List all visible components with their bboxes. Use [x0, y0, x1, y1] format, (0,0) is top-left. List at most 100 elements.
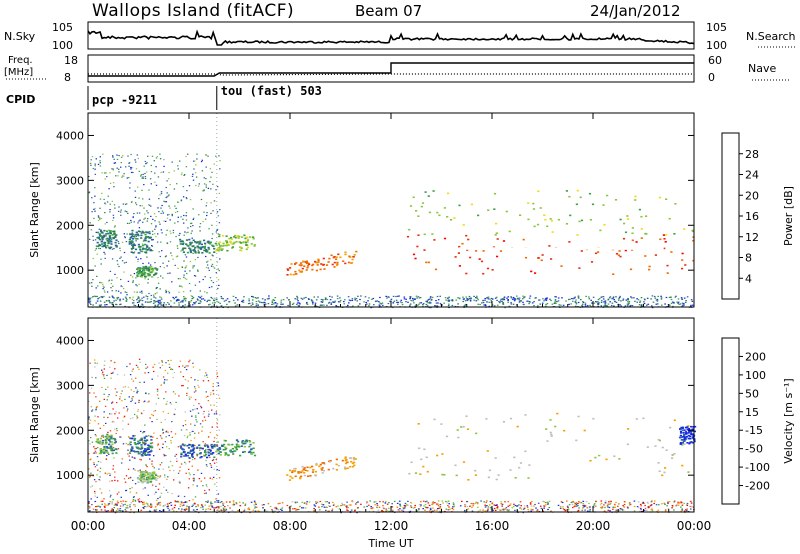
echo-cell [298, 302, 301, 304]
echo-cell [111, 452, 114, 455]
echo-cell [111, 401, 114, 403]
echo-cell [598, 454, 601, 457]
echo-cell [116, 504, 118, 506]
echo-cell [563, 509, 566, 511]
echo-cell [631, 232, 634, 235]
echo-cell [125, 442, 128, 445]
echo-cell [165, 289, 167, 291]
echo-cell [113, 438, 116, 440]
echo-cell [124, 203, 127, 205]
echo-cell [199, 242, 202, 244]
echo-cell [287, 304, 289, 307]
echo-cell [113, 361, 116, 364]
echo-cell [690, 441, 693, 443]
echo-cell [97, 219, 100, 222]
echo-cell [312, 301, 314, 303]
echo-cell [677, 298, 680, 300]
echo-cell [155, 474, 158, 477]
echo-cell [688, 442, 691, 445]
echo-cell [148, 473, 151, 475]
echo-cell [427, 502, 430, 504]
echo-cell [484, 304, 486, 306]
echo-cell [167, 372, 169, 374]
echo-cell [303, 502, 306, 504]
echo-cell [137, 230, 141, 233]
echo-cell [153, 472, 156, 475]
echo-cell [514, 509, 516, 511]
echo-cell [382, 507, 385, 509]
echo-cell [250, 453, 254, 455]
echo-cell [111, 290, 113, 292]
echo-cell [627, 298, 629, 300]
echo-cell [628, 503, 631, 505]
echo-cell [207, 260, 209, 262]
echo-cell [135, 387, 137, 389]
echo-cell [100, 450, 103, 452]
echo-cell [107, 416, 109, 419]
echo-cell [103, 368, 105, 370]
echo-cell [194, 172, 197, 174]
echo-cell [428, 211, 431, 214]
echo-cell [682, 304, 684, 306]
echo-cell [196, 408, 198, 410]
echo-cell [229, 507, 231, 509]
echo-cell [618, 503, 620, 505]
echo-cell [189, 290, 192, 292]
echo-cell [133, 304, 135, 306]
echo-cell [203, 492, 206, 495]
echo-cell [692, 259, 695, 262]
echo-cell [627, 507, 629, 509]
echo-cell [673, 419, 676, 422]
echo-cell [235, 502, 238, 504]
echo-cell [170, 368, 173, 370]
echo-cell [132, 368, 134, 370]
echo-cell [484, 299, 486, 301]
echo-cell [293, 468, 296, 470]
echo-cell [207, 299, 209, 301]
echo-cell [687, 471, 690, 473]
echo-cell [135, 277, 137, 279]
echo-cell [296, 303, 298, 305]
echo-cell [110, 441, 113, 443]
echo-cell [230, 243, 233, 245]
echo-cell [603, 305, 605, 307]
echo-cell [677, 301, 680, 303]
echo-cell [131, 232, 133, 234]
echo-cell [253, 500, 256, 502]
echo-cell [213, 404, 215, 406]
plot-background [88, 113, 694, 307]
echo-cell [131, 487, 133, 489]
echo-cell [231, 247, 234, 249]
echo-cell [89, 298, 91, 300]
echo-cell [104, 509, 106, 511]
echo-cell [681, 426, 684, 429]
echo-cell [436, 509, 438, 511]
echo-cell [501, 503, 504, 505]
echo-cell [235, 503, 238, 505]
echo-cell [457, 297, 459, 299]
echo-cell [192, 265, 194, 267]
echo-cell [560, 304, 562, 306]
echo-cell [104, 291, 106, 293]
echo-cell [577, 295, 580, 297]
echo-cell [597, 251, 600, 253]
echo-cell [547, 508, 549, 511]
echo-cell [236, 445, 239, 448]
echo-cell [137, 186, 139, 188]
echo-cell [588, 502, 590, 505]
echo-cell [110, 449, 113, 452]
echo-cell [366, 505, 368, 507]
echo-cell [508, 230, 511, 233]
echo-cell [332, 301, 334, 303]
echo-cell [453, 217, 456, 219]
echo-cell [190, 439, 192, 442]
echo-cell [686, 426, 689, 428]
echo-cell [519, 501, 522, 503]
echo-cell [297, 472, 300, 474]
echo-cell [543, 501, 546, 503]
echo-cell [257, 304, 259, 306]
echo-cell [296, 501, 299, 503]
echo-cell [691, 229, 694, 232]
echo-cell [108, 435, 112, 438]
echo-cell [129, 491, 132, 493]
